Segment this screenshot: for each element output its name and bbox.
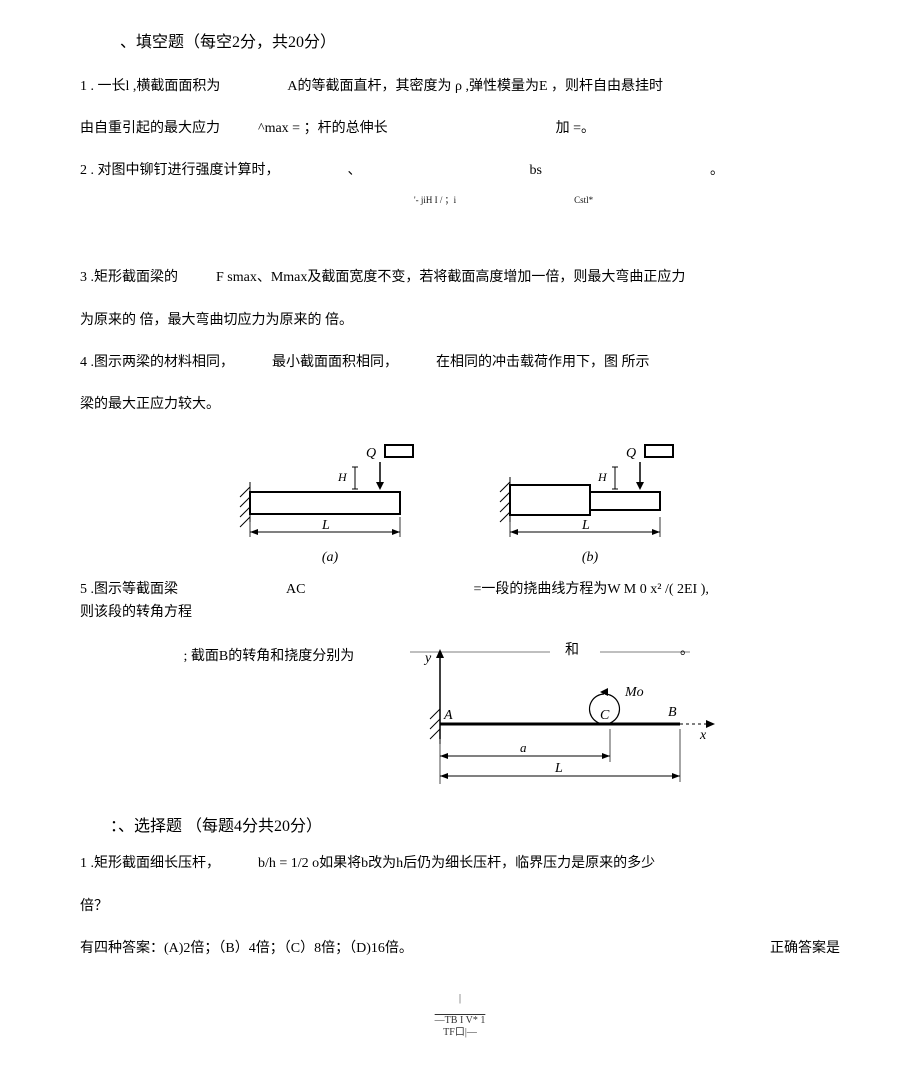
foot-l3: TF口|— (80, 1025, 840, 1041)
mc1-l3b: 正确答案是 (770, 938, 840, 960)
q1-line2: 由自重引起的最大应力 ^max = ；杆的总伸长 加 =。 (80, 118, 840, 140)
mc1-line2: 倍？ (80, 896, 840, 918)
q1-line1: 1 . 一长l ,横截面面积为 A的等截面直杆，其密度为 ρ ,弹性模量为E ，… (80, 76, 840, 98)
foot-l1: | (80, 991, 840, 1007)
svg-text:L: L (554, 761, 563, 776)
section1-title: 、填空题（每空2分，共20分） (120, 30, 840, 56)
q3-line1: 3 .矩形截面梁的 F smax、Mmax及截面宽度不变，若将截面高度增加一倍，… (80, 267, 840, 289)
q2-line1: 2 . 对图中铆钉进行强度计算时， 、 bs 。 (80, 160, 840, 182)
mc1-l1a: 1 .矩形截面细长压杆， (80, 853, 220, 875)
q2-l1a: 2 . 对图中铆钉进行强度计算时， (80, 160, 280, 182)
q5-l1a: 5 .图示等截面梁 (80, 579, 178, 601)
svg-text:L: L (581, 518, 590, 533)
q2-l1c: bs (530, 160, 542, 182)
q3-l1a: 3 .矩形截面梁的 (80, 267, 178, 289)
q5-l3c: 。 (680, 640, 694, 662)
q4-line2: 梁的最大正应力较大。 (80, 394, 840, 416)
q2-sub1: '- jiH I / ；i (414, 193, 456, 207)
mc1-l1b: b/h = 1/2 o如果将b改为h后仍为细长压杆，临界压力是原来的多少 (258, 853, 655, 875)
q1-l2c: 加 =。 (556, 118, 595, 140)
q5-l1b: AC (286, 579, 305, 601)
svg-text:H: H (597, 470, 608, 484)
q4-l1b: 最小截面面积相同， (272, 352, 398, 374)
svg-text:x: x (699, 728, 707, 743)
svg-text:Q: Q (366, 446, 376, 461)
q5-figure: y x Mo A C B (400, 644, 840, 794)
svg-text:a: a (520, 740, 527, 755)
q4-cap-b: (b) (490, 547, 690, 569)
svg-text:H: H (337, 470, 348, 484)
mc1-line1: 1 .矩形截面细长压杆， b/h = 1/2 o如果将b改为h后仍为细长压杆，临… (80, 853, 840, 875)
section2-title: ：、选择题 （每题4分共20分） (110, 814, 840, 840)
q5-l3a: ; 截面B的转角和挠度分别为 (184, 649, 355, 664)
q5-l3b: 和 (565, 640, 579, 662)
q3-line2: 为原来的 倍，最大弯曲切应力为原来的 倍。 (80, 310, 840, 332)
q2-sub2: Cstl* (574, 193, 593, 207)
q4-l1a: 4 .图示两梁的材料相同， (80, 352, 234, 374)
svg-text:Q: Q (626, 446, 636, 461)
q1-l2a: 由自重引起的最大应力 (80, 118, 220, 140)
svg-text:A: A (443, 708, 453, 723)
q1-l1a: 1 . 一长l ,横截面面积为 (80, 79, 220, 94)
svg-text:Mo: Mo (624, 685, 644, 700)
q4-line1: 4 .图示两梁的材料相同， 最小截面面积相同， 在相同的冲击载荷作用下，图 所示 (80, 352, 840, 374)
q1-l1b: A的等截面直杆，其密度为 ρ ,弹性模量为E ，则杆自由悬挂时 (287, 79, 663, 94)
mc1-line3: 有四种答案：(A)2倍；（B）4倍；（C）8倍；（D)16倍。 正确答案是 (80, 938, 840, 960)
q2-l1b: 、 (348, 160, 362, 182)
q5-line1: 5 .图示等截面梁 AC =一段的挠曲线方程为W M 0 x² /( 2EI )… (80, 579, 840, 601)
svg-text:L: L (321, 518, 330, 533)
q5-row: ; 截面B的转角和挠度分别为 y x Mo A (80, 644, 840, 794)
svg-text:C: C (600, 708, 610, 723)
q4-figures: Q H L (a) (80, 437, 840, 569)
q3-l1b: F smax、Mmax及截面宽度不变，若将截面高度增加一倍，则最大弯曲正应力 (216, 267, 685, 289)
q4-fig-b: Q H L (b) (490, 437, 690, 569)
mc1-l3a: 有四种答案：(A)2倍；（B）4倍；（C）8倍；（D)16倍。 (80, 938, 413, 960)
q5-line2: 则该段的转角方程 (80, 602, 840, 624)
q1-l2b: ^max = ；杆的总伸长 (258, 118, 388, 140)
q4-cap-a: (a) (230, 547, 430, 569)
q2-subline: '- jiH I / ；i Cstl* (80, 193, 840, 207)
q5-l1c: =一段的挠曲线方程为W M 0 x² /( 2EI ), (473, 579, 708, 601)
svg-text:B: B (668, 705, 677, 720)
svg-text:y: y (423, 651, 432, 666)
q4-l1c: 在相同的冲击载荷作用下，图 所示 (436, 352, 650, 374)
footer: | —TB I V* 1 TF口|— (80, 991, 840, 1041)
q4-fig-a: Q H L (a) (230, 437, 430, 569)
q2-l1d: 。 (710, 160, 724, 182)
